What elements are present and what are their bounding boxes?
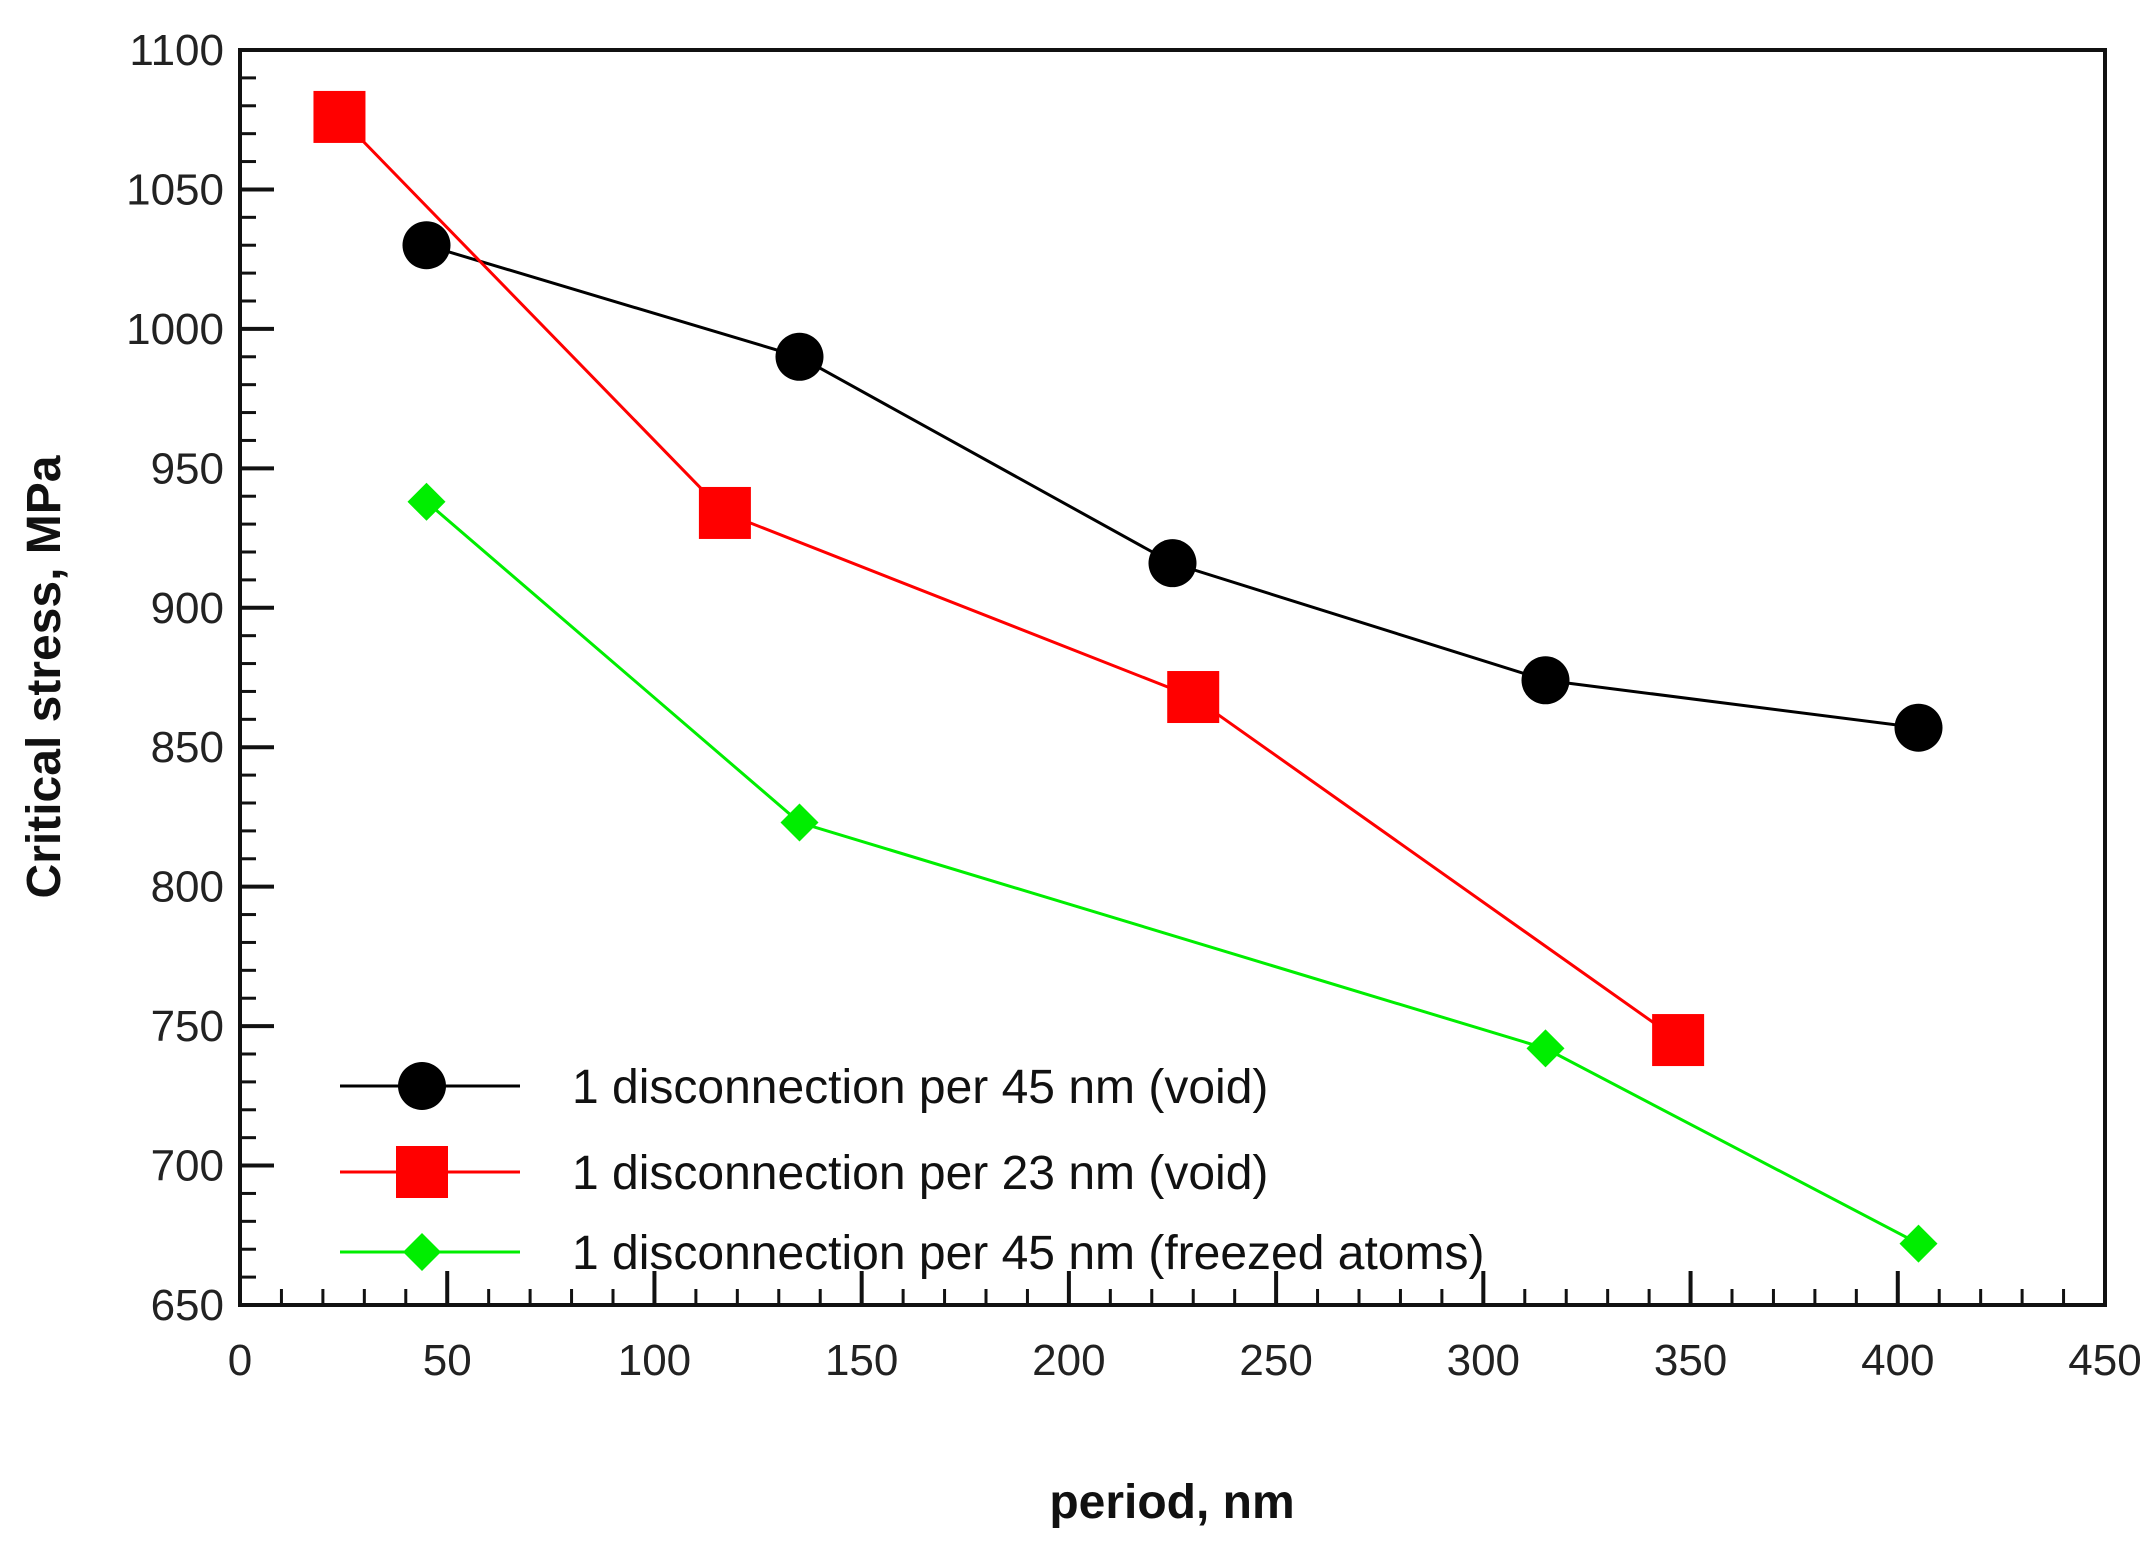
minor-ticks: [240, 76, 2066, 1305]
legend-label-2: 1 disconnection per 23 nm (void): [572, 1147, 1268, 1200]
series-3-point: [780, 803, 819, 842]
y-tick-label: 650: [151, 1281, 224, 1330]
series-2-point: [313, 90, 366, 143]
x-tick-label: 150: [825, 1336, 898, 1385]
y-tick-label: 1000: [126, 305, 224, 354]
series-3-point: [1899, 1224, 1938, 1263]
series-1-point: [1521, 656, 1570, 705]
y-tick-label: 950: [151, 444, 224, 493]
y-tick-label: 800: [151, 863, 224, 912]
y-tick-label: 750: [151, 1002, 224, 1051]
legend: 1 disconnection per 45 nm (void) 1 discon…: [340, 1061, 1484, 1280]
series-2-point: [1167, 671, 1220, 724]
y-axis-title: Critical stress, MPa: [18, 455, 71, 898]
x-tick-label: 0: [228, 1336, 252, 1385]
series-1-point: [402, 221, 451, 270]
series-1-point: [1148, 539, 1197, 588]
series-2-point: [1652, 1014, 1705, 1067]
y-tick-label: 700: [151, 1142, 224, 1191]
x-tick-label: 50: [423, 1336, 472, 1385]
plot-frame: [238, 48, 2107, 1307]
series-layer: [313, 90, 1943, 1263]
y-tick-label: 900: [151, 584, 224, 633]
tick-labels: 0 50 100 150 200 250 300 350 400 450 650 700 750 800 8…: [126, 26, 2142, 1385]
series-line-2: [338, 115, 1679, 1042]
legend-label-1: 1 disconnection per 45 nm (void): [572, 1061, 1268, 1114]
series-1-point: [1894, 703, 1943, 752]
x-tick-label: 100: [618, 1336, 691, 1385]
series-2-point: [698, 486, 751, 539]
series-3-point: [407, 482, 446, 521]
y-tick-label: 1050: [126, 165, 224, 214]
series-3-point: [1526, 1029, 1565, 1068]
series-line-3: [425, 500, 1920, 1245]
x-tick-label: 250: [1239, 1336, 1312, 1385]
y-tick-label: 1100: [129, 26, 224, 75]
x-tick-label: 400: [1861, 1336, 1934, 1385]
x-tick-label: 300: [1447, 1336, 1520, 1385]
legend-marker-3: [403, 1233, 441, 1271]
x-tick-label: 450: [2068, 1336, 2141, 1385]
x-axis-title: period, nm: [1049, 1476, 1294, 1529]
legend-marker-1: [398, 1062, 446, 1110]
y-tick-label: 850: [151, 723, 224, 772]
legend-label-3: 1 disconnection per 45 nm (freezed atoms…: [572, 1227, 1484, 1280]
x-tick-label: 350: [1654, 1336, 1727, 1385]
series-1-point: [775, 332, 824, 381]
legend-marker-2: [396, 1146, 448, 1198]
x-tick-label: 200: [1032, 1336, 1105, 1385]
